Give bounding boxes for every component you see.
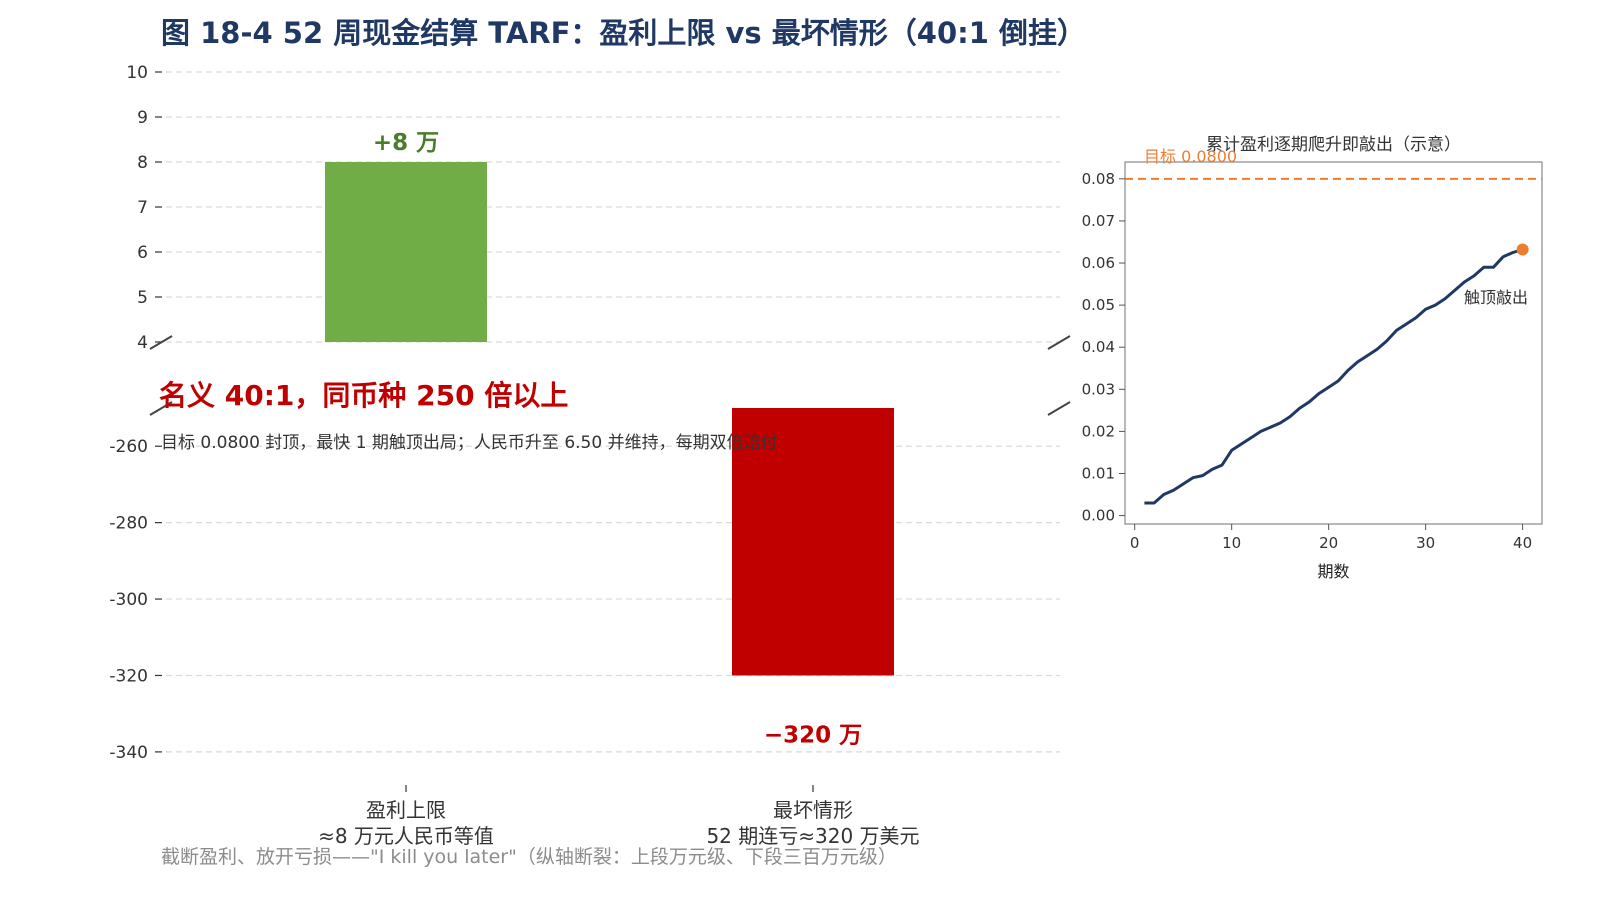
headline-annotation: 名义 40:1，同币种 250 倍以上 (159, 379, 569, 412)
inset-x-axis-label: 期数 (1317, 562, 1349, 581)
inset-plot-frame (1124, 161, 1543, 525)
lower-y-tick-label: -280 (109, 514, 148, 534)
x-category-label: 盈利上限 (366, 798, 446, 822)
inset-x-tick-label: 40 (1513, 534, 1532, 552)
inset-x-tick-label: 10 (1222, 534, 1241, 552)
upper-y-tick-label: 8 (137, 153, 148, 173)
chart-footnote: 截断盈利、放开亏损——"I kill you later"（纵轴断裂：上段万元级… (161, 846, 897, 868)
upper-y-tick-label: 9 (137, 108, 148, 128)
inset-y-tick-label: 0.05 (1082, 296, 1115, 314)
axis-break-mark (149, 401, 173, 416)
upper-y-tick-label: 5 (137, 288, 148, 308)
axis-break-mark (149, 335, 173, 350)
upper-y-tick-label: 7 (137, 198, 148, 218)
x-category-label: ≈8 万元人民币等值 (318, 824, 494, 848)
upper-y-tick-label: 10 (126, 63, 148, 83)
bar-worst-case (732, 408, 894, 676)
lower-y-tick-label: -300 (109, 590, 148, 610)
lower-y-tick-label: -340 (109, 743, 148, 763)
broken-axis-bar-chart: 4 5 6 7 8 9 10 -260 -280 -300 -320 -340 +8 万 −320 万盈利… (109, 63, 1071, 848)
lower-y-tick-label: -260 (109, 437, 148, 457)
inset-y-tick-label: 0.00 (1082, 507, 1115, 525)
inset-y-tick-label: 0.03 (1082, 380, 1115, 398)
x-category-label: 最坏情形 (773, 798, 853, 822)
axis-break-mark (1047, 335, 1071, 350)
upper-y-tick-label: 6 (137, 243, 148, 263)
lower-y-tick-label: -320 (109, 666, 148, 686)
bar-data-label: −320 万 (764, 722, 862, 748)
bar-data-label: +8 万 (373, 130, 439, 156)
target-label: 目标 0.0800 (1144, 147, 1237, 166)
inset-x-tick-label: 30 (1416, 534, 1435, 552)
knockout-point (1516, 243, 1529, 256)
inset-y-tick-label: 0.02 (1082, 422, 1115, 440)
inset-y-tick-label: 0.07 (1082, 212, 1115, 230)
sub-annotation: 目标 0.0800 封顶，最快 1 期触顶出局；人民币升至 6.50 并维持，每… (161, 433, 778, 453)
bar-profit-cap (325, 162, 487, 342)
knockout-annotation: 触顶敲出 (1464, 288, 1528, 307)
inset-y-tick-label: 0.06 (1082, 254, 1115, 272)
inset-y-tick-label: 0.04 (1082, 338, 1115, 356)
axis-break-mark (1047, 401, 1071, 416)
x-category-label: 52 期连亏≈320 万美元 (706, 824, 919, 848)
chart-title: 图 18-4 52 周现金结算 TARF：盈利上限 vs 最坏情形（40:1 倒… (161, 16, 1087, 50)
inset-title: 累计盈利逐期爬升即敲出（示意） (1206, 135, 1461, 155)
inset-y-tick-label: 0.01 (1082, 464, 1115, 482)
inset-y-tick-label: 0.08 (1082, 170, 1115, 188)
cumulative-profit-line (1144, 248, 1524, 505)
inset-line-chart: 累计盈利逐期爬升即敲出（示意） 0.00 0.01 0.02 0.03 0.04 0.05 0… (1082, 135, 1543, 581)
inset-x-tick-label: 0 (1130, 534, 1140, 552)
upper-y-tick-label: 4 (137, 333, 148, 353)
inset-x-tick-label: 20 (1319, 534, 1338, 552)
